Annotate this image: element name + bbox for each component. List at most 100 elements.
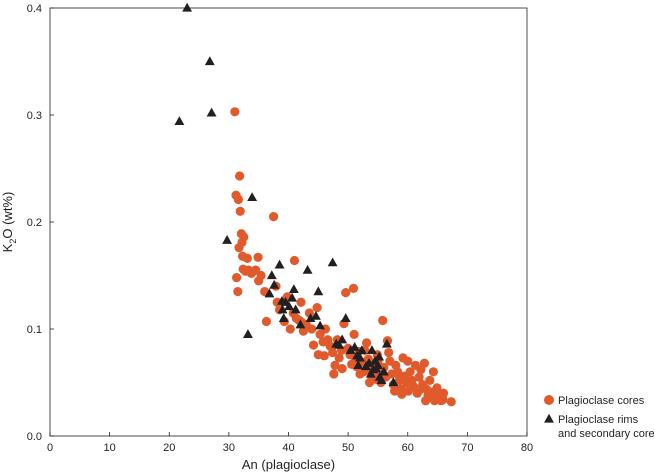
plagioclase-core-point [438, 395, 448, 405]
plagioclase-core-point [308, 340, 319, 350]
plagioclase-core-point [384, 347, 394, 358]
plagioclase-core-point [334, 353, 344, 363]
legend-rims-label-line1: Plagioclase rims [558, 414, 639, 426]
plagioclase-core-point [242, 253, 252, 263]
y-tick-label: 0.3 [27, 110, 42, 122]
plot-border [49, 7, 528, 437]
legend-cores-marker [544, 395, 554, 405]
y-tick-label: 0.0 [27, 431, 42, 443]
plagioclase-core-point [328, 347, 338, 358]
x-tick-label: 30 [223, 442, 235, 454]
plagioclase-rim-point [331, 338, 342, 348]
plagioclase-core-point [233, 286, 243, 297]
plagioclase-core-point [425, 375, 435, 385]
y-tick-label: 0.2 [27, 217, 42, 229]
x-tick-label: 40 [282, 442, 294, 454]
plagioclase-rim-point [310, 310, 321, 320]
legend-cores-label: Plagioclase cores [558, 395, 645, 407]
plagioclase-core-point [330, 360, 340, 370]
plagioclase-rim-point [264, 288, 275, 298]
plagioclase-rim-point [295, 319, 306, 329]
plagioclase-core-point [394, 370, 404, 380]
plagioclase-core-point [307, 324, 317, 334]
plagioclase-core-point [337, 363, 347, 374]
plagioclase-core-point [341, 288, 351, 298]
plagioclase-rim-point [284, 301, 295, 311]
y-tick-label: 0.1 [27, 324, 42, 336]
plagioclase-rim-point [313, 286, 324, 296]
plagioclase-core-point [230, 107, 240, 117]
plagioclase-rim-point [288, 284, 299, 294]
y-axis-title-main: K [0, 243, 15, 252]
plagioclase-rim-point [274, 259, 285, 269]
y-tick-label: 0.4 [27, 3, 42, 15]
plagioclase-core-point [446, 397, 456, 407]
plagioclase-core-point [261, 316, 272, 327]
x-axis-title: An (plagioclase) [242, 457, 335, 472]
plagioclase-core-point [429, 396, 440, 406]
plagioclase-core-point [329, 369, 339, 379]
plagioclase-rim-point [374, 351, 385, 361]
plagioclase-rim-point [337, 334, 348, 344]
x-tick-label: 80 [521, 442, 533, 454]
plagioclase-core-point [239, 232, 249, 242]
plagioclase-core-point [348, 283, 359, 293]
plagioclase-core-point [364, 377, 375, 388]
plagioclase-rim-point [222, 234, 233, 244]
plagioclase-core-point [419, 358, 430, 368]
plagioclase-core-point [378, 315, 388, 326]
y-axis: 0.0 0.1 0.2 0.3 0.4 [27, 3, 54, 443]
plagioclase-rim-point [247, 192, 258, 202]
plagioclase-rim-point [287, 292, 298, 302]
plagioclase-rim-point [243, 329, 253, 338]
plagioclase-rim-point [388, 377, 399, 387]
plagioclase-core-point [232, 273, 242, 283]
plagioclase-core-point [349, 329, 359, 339]
plagioclase-rim-point [372, 360, 383, 370]
plagioclase-core-point [296, 297, 306, 307]
plagioclase-rim-point [277, 295, 287, 305]
legend-rims-label-line2: and secondary cores [558, 428, 655, 440]
plagioclase-rim-point [204, 56, 215, 66]
plagioclase-core-point [268, 212, 279, 222]
plagioclase-rim-point [327, 257, 338, 267]
plagioclase-core-point [235, 206, 245, 216]
y-axis-title-subscript: 2 [8, 239, 18, 244]
plagioclase-rim-point [174, 116, 185, 126]
x-tick-label: 60 [402, 442, 414, 454]
plagioclase-core-point [312, 303, 322, 313]
plagioclase-rim-point [367, 345, 377, 355]
plagioclase-core-point [256, 270, 266, 281]
y-axis-title-unit: O (wt%) [0, 192, 15, 239]
plagioclase-core-point [414, 372, 424, 382]
x-axis: 0 10 20 30 40 50 60 70 80 [47, 432, 533, 454]
x-tick-label: 70 [461, 442, 473, 454]
plagioclase-core-point [432, 383, 442, 393]
plagioclase-rim-point [349, 341, 360, 351]
x-tick-label: 50 [342, 442, 354, 454]
plot-frame [49, 7, 528, 437]
plagioclase-rim-point [376, 375, 387, 384]
y-axis-title: K2O (wt%) [0, 192, 18, 253]
plagioclase-rim-point [356, 345, 367, 355]
plagioclase-core-point [285, 324, 295, 334]
plagioclase-core-point [233, 194, 244, 205]
plagioclase-core-point [428, 367, 438, 377]
plagioclase-core-point [235, 171, 245, 181]
x-tick-label: 0 [47, 442, 53, 454]
plagioclase-rim-point [378, 366, 389, 376]
plagioclase-core-point [403, 356, 413, 366]
plagioclase-core-point [289, 255, 300, 266]
plagioclase-core-point [319, 351, 329, 361]
plagioclase-rim-point [381, 338, 392, 348]
legend: Plagioclase cores Plagioclase rims and s… [544, 395, 655, 440]
plagioclase-rim-point [340, 313, 351, 322]
plagioclase-core-point [362, 338, 372, 348]
plagioclase-rim-point [266, 270, 277, 280]
plagioclase-rim-point [182, 2, 193, 12]
plagioclase-rim-point [355, 352, 365, 362]
plagioclase-core-point [253, 252, 263, 262]
plagioclase-rim-point [206, 107, 217, 117]
legend-rims-marker [544, 413, 554, 423]
